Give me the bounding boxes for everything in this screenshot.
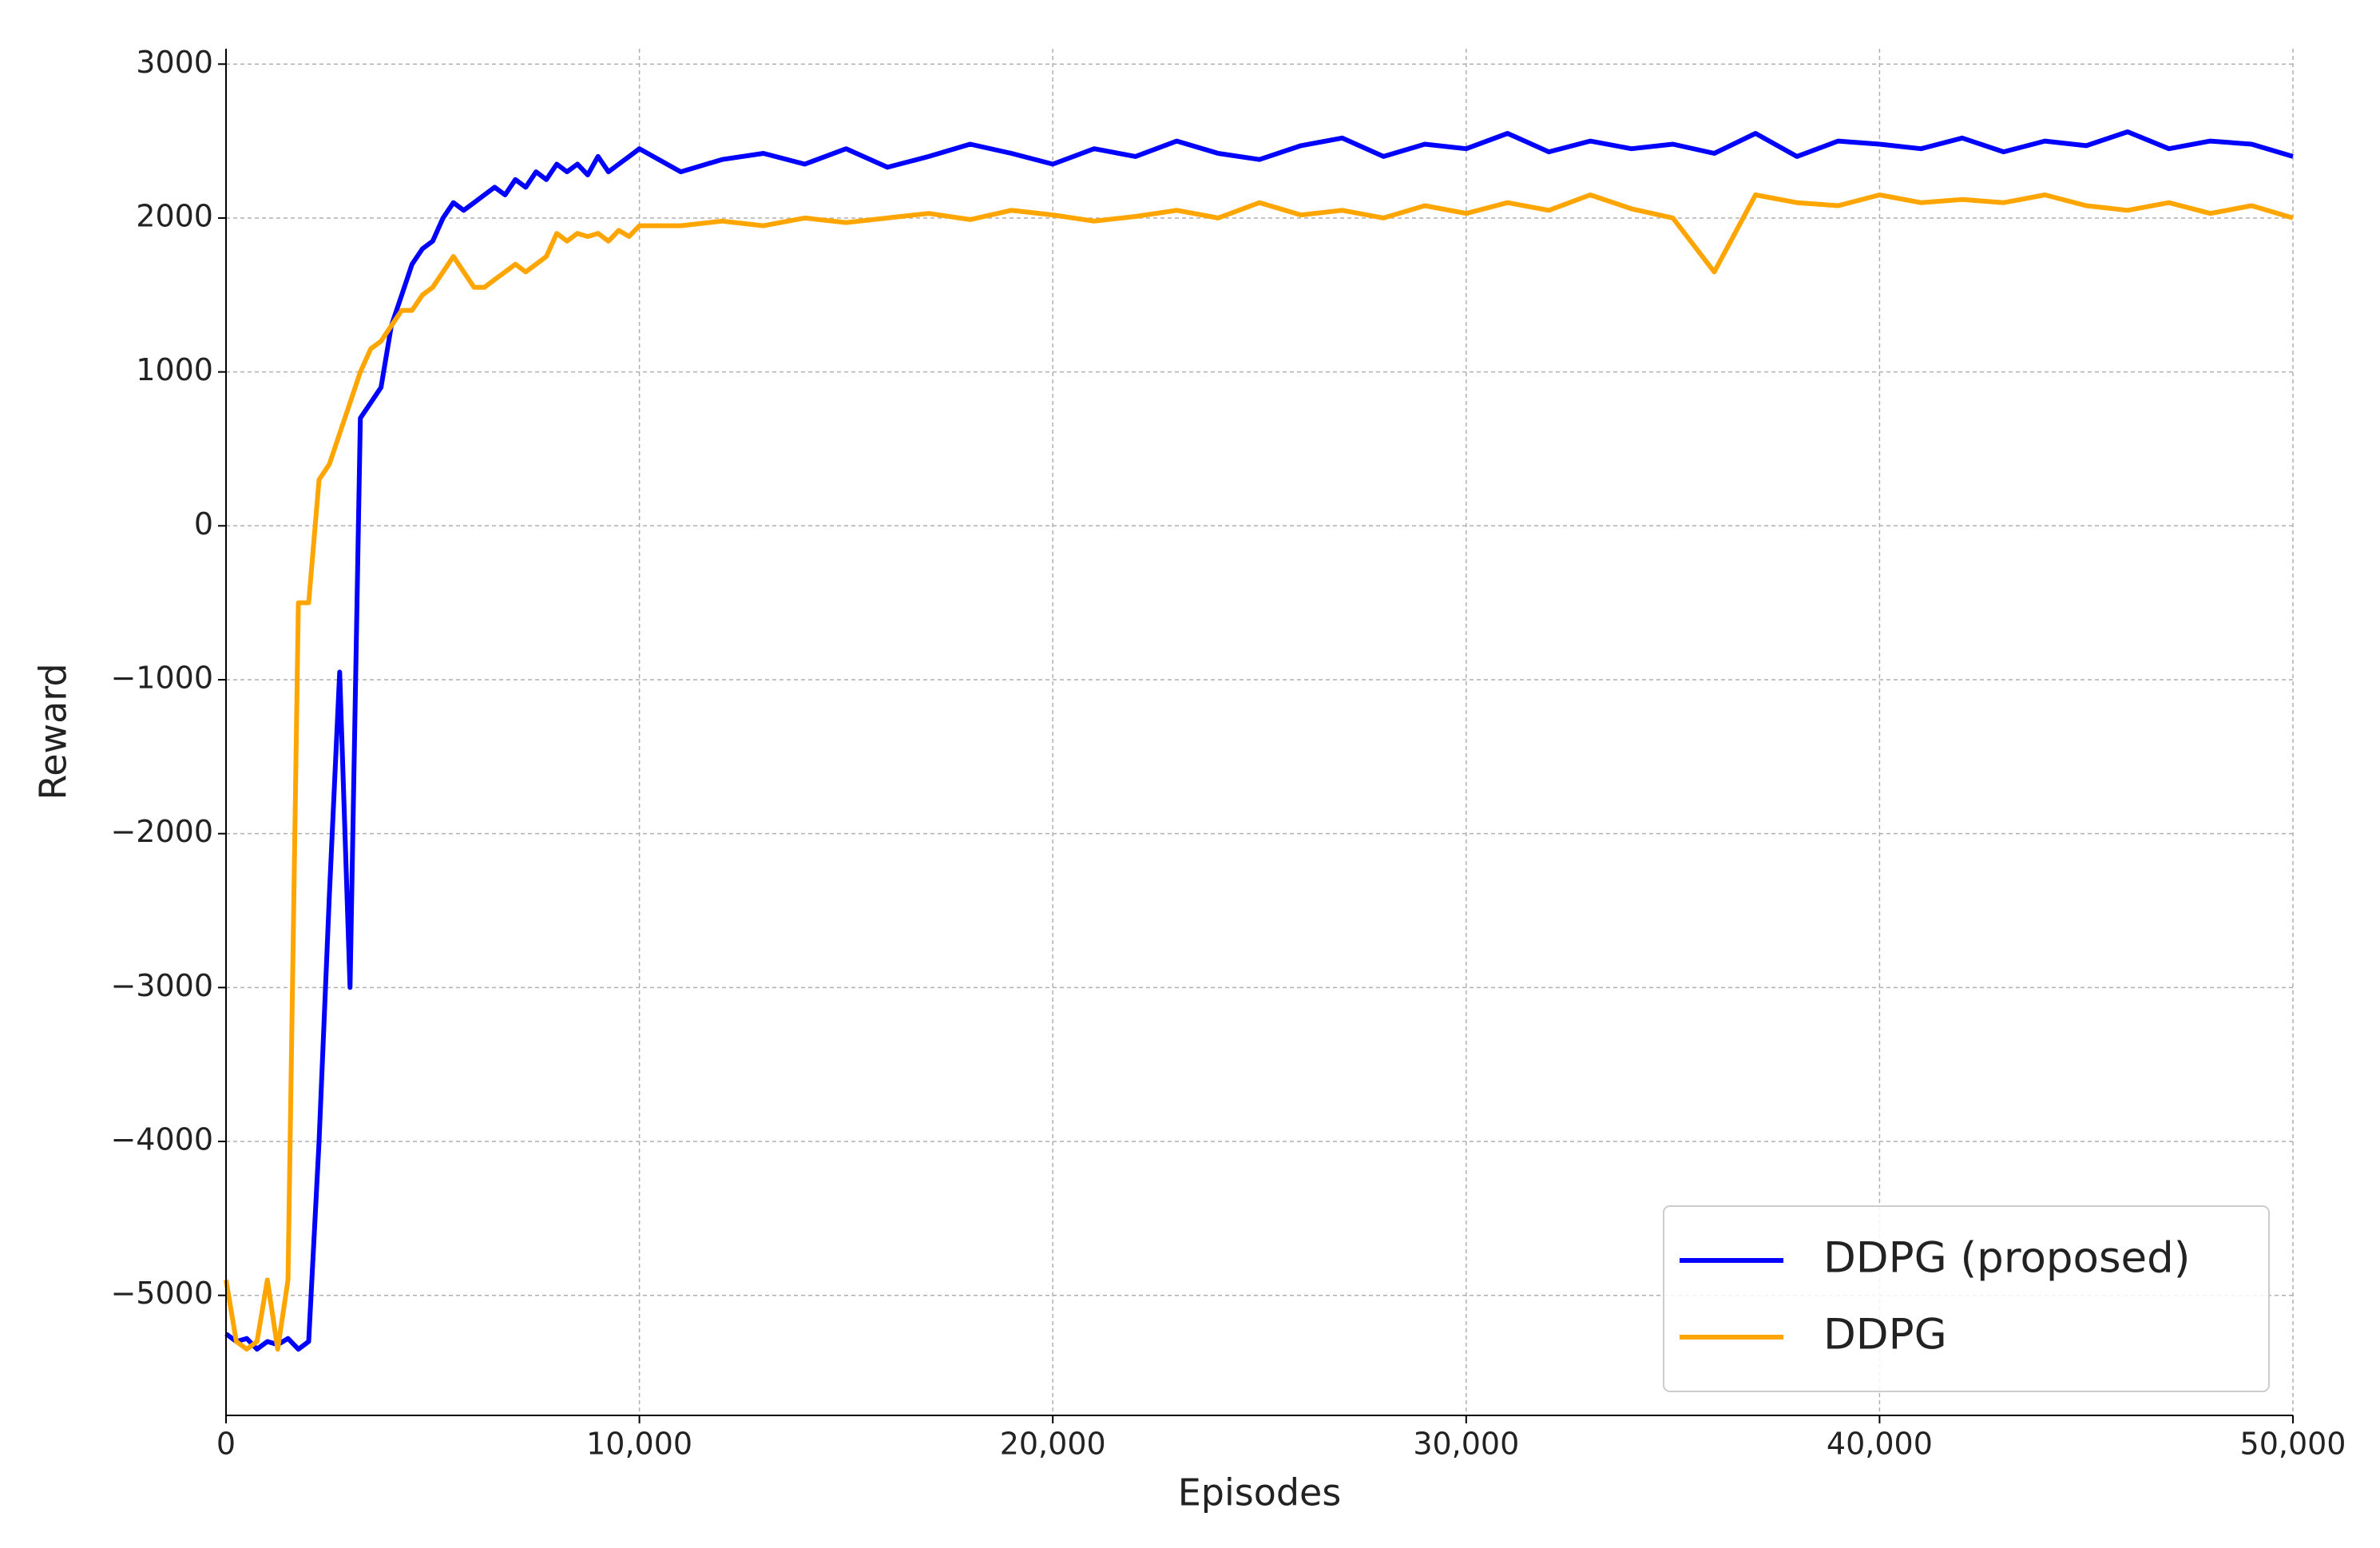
x-tick-label: 0 bbox=[216, 1427, 236, 1462]
y-axis-label: Reward bbox=[32, 663, 75, 800]
legend-box bbox=[1663, 1205, 2270, 1392]
y-tick-label: 0 bbox=[194, 506, 213, 542]
x-tick-label: 20,000 bbox=[1000, 1427, 1106, 1462]
x-tick-label: 40,000 bbox=[1827, 1427, 1933, 1462]
y-tick-label: −4000 bbox=[110, 1122, 213, 1157]
y-tick-label: −5000 bbox=[110, 1276, 213, 1311]
x-axis-label: Episodes bbox=[1178, 1471, 1342, 1514]
y-tick-label: −1000 bbox=[110, 660, 213, 695]
x-tick-label: 30,000 bbox=[1413, 1427, 1519, 1462]
series-line bbox=[224, 129, 2294, 1352]
y-tick-label: −3000 bbox=[110, 968, 213, 1003]
legend: DDPG (proposed) DDPG bbox=[1663, 1205, 2270, 1392]
y-tick-label: −2000 bbox=[110, 814, 213, 849]
y-tick-label: 3000 bbox=[136, 45, 213, 80]
y-tick-label: 1000 bbox=[136, 352, 213, 387]
x-tick-label: 10,000 bbox=[586, 1427, 692, 1462]
legend-label: DDPG (proposed) bbox=[1823, 1234, 2190, 1283]
x-tick-label: 50,000 bbox=[2240, 1427, 2346, 1462]
y-tick-label: 2000 bbox=[136, 198, 213, 233]
series-line bbox=[224, 193, 2294, 1352]
legend-label: DDPG bbox=[1823, 1311, 1947, 1359]
